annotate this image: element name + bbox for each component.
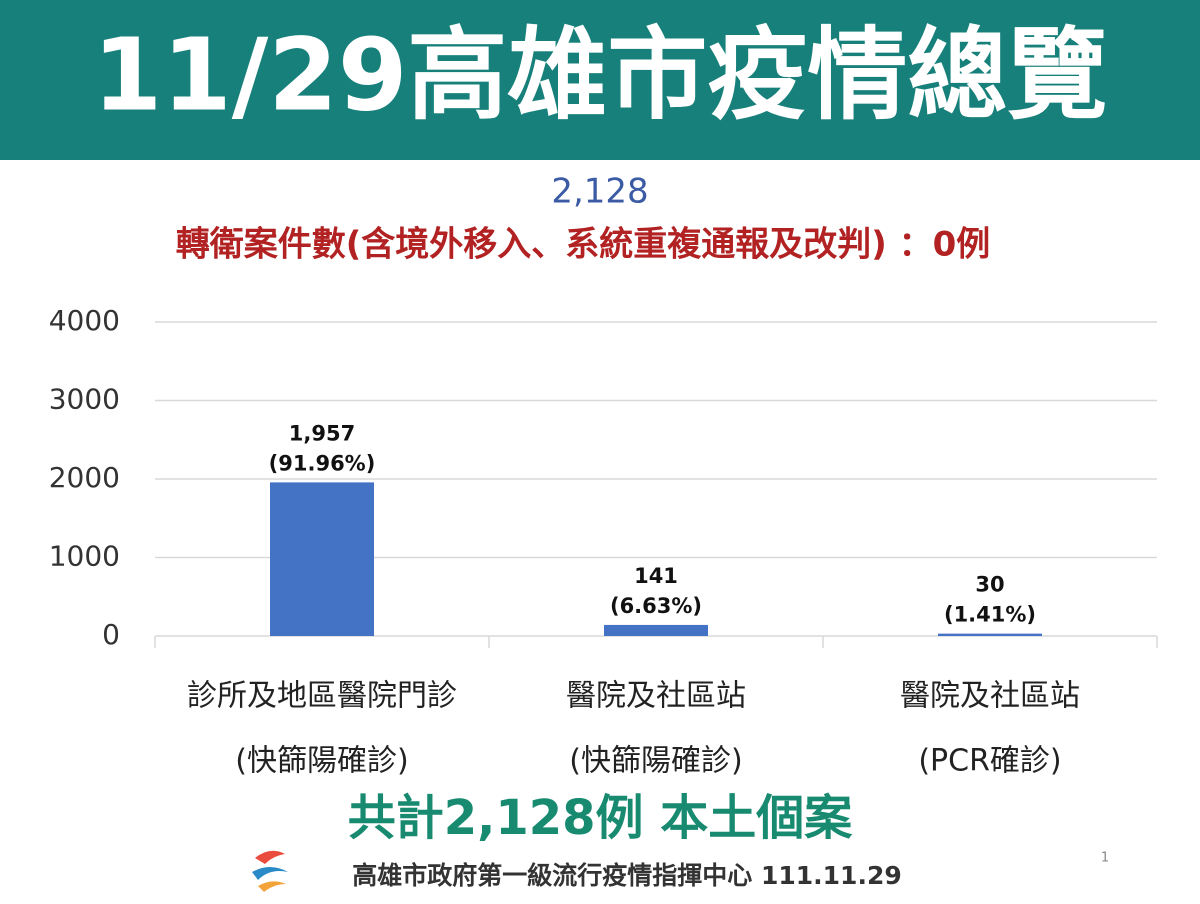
bar [604, 624, 708, 636]
x-tick-label: (快篩陽確診) [569, 744, 742, 779]
summary: 共計2,128例 本土個案 [348, 790, 854, 846]
y-tick-label: 1000 [49, 540, 120, 573]
bar [938, 633, 1042, 636]
value-label: (1.41%) [944, 603, 1036, 627]
value-label: 141 [634, 564, 678, 588]
y-tick-label: 4000 [49, 304, 120, 337]
total-note: 2,128 [551, 172, 648, 212]
transfer-note: 轉衛案件數(含境外移入、系統重複通報及改判) ：0例 [176, 225, 991, 265]
footer-source: 高雄市政府第一級流行疫情指揮中心 111.11.29 [352, 861, 901, 890]
value-label: 1,957 [289, 421, 355, 445]
page-number: 1 [1101, 851, 1109, 866]
x-tick-label: (快篩陽確診) [235, 744, 408, 779]
header-band [0, 0, 1200, 160]
y-tick-label: 3000 [49, 383, 120, 416]
logo [252, 850, 288, 892]
y-tick-label: 2000 [49, 461, 120, 494]
value-label: (91.96%) [269, 451, 376, 475]
header-title: 11/29高雄市疫情總覽 [93, 16, 1108, 133]
value-label: 30 [975, 573, 1004, 597]
bar [270, 482, 374, 636]
x-tick-label: (PCR確診) [918, 744, 1061, 779]
x-tick-label: 診所及地區醫院門診 [187, 679, 457, 714]
value-label: (6.63%) [610, 594, 702, 618]
x-tick-label: 醫院及社區站 [900, 679, 1080, 714]
x-tick-label: 醫院及社區站 [566, 679, 746, 714]
y-tick-label: 0 [102, 618, 120, 651]
